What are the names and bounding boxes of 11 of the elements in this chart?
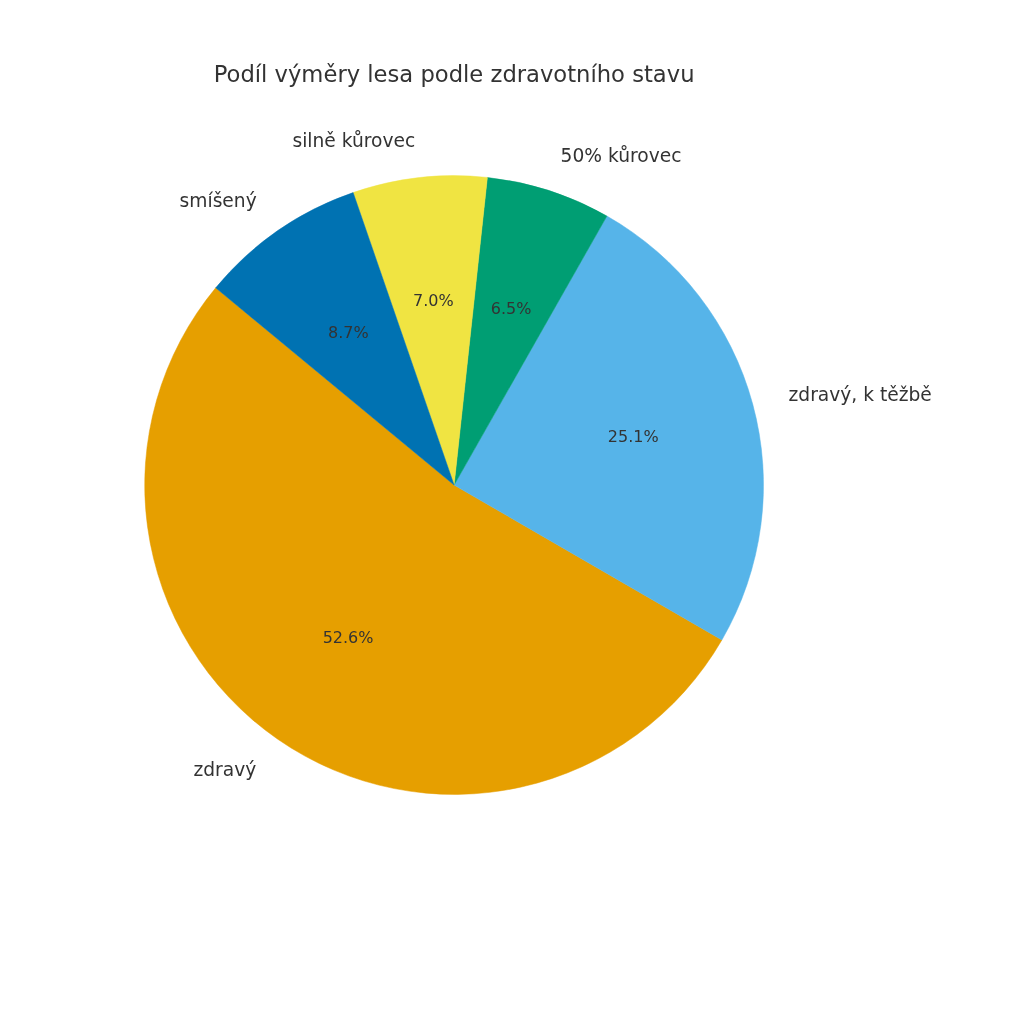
slice-label: silně kůrovec: [292, 130, 416, 152]
slice-label: smíšený: [179, 189, 257, 211]
data-label: 7.0%: [412, 291, 454, 311]
chart-title: Podíl výměry lesa podle zdravotního stavu: [213, 60, 695, 87]
slice-label: zdravý: [193, 758, 257, 780]
data-label: 52.6%: [322, 627, 374, 647]
slice-label: zdravý, k těžbě: [788, 383, 932, 405]
data-label: 25.1%: [607, 426, 659, 446]
data-label: 8.7%: [328, 322, 369, 342]
slice-label: 50% kůrovec: [560, 144, 682, 166]
data-label: 6.5%: [490, 298, 532, 318]
